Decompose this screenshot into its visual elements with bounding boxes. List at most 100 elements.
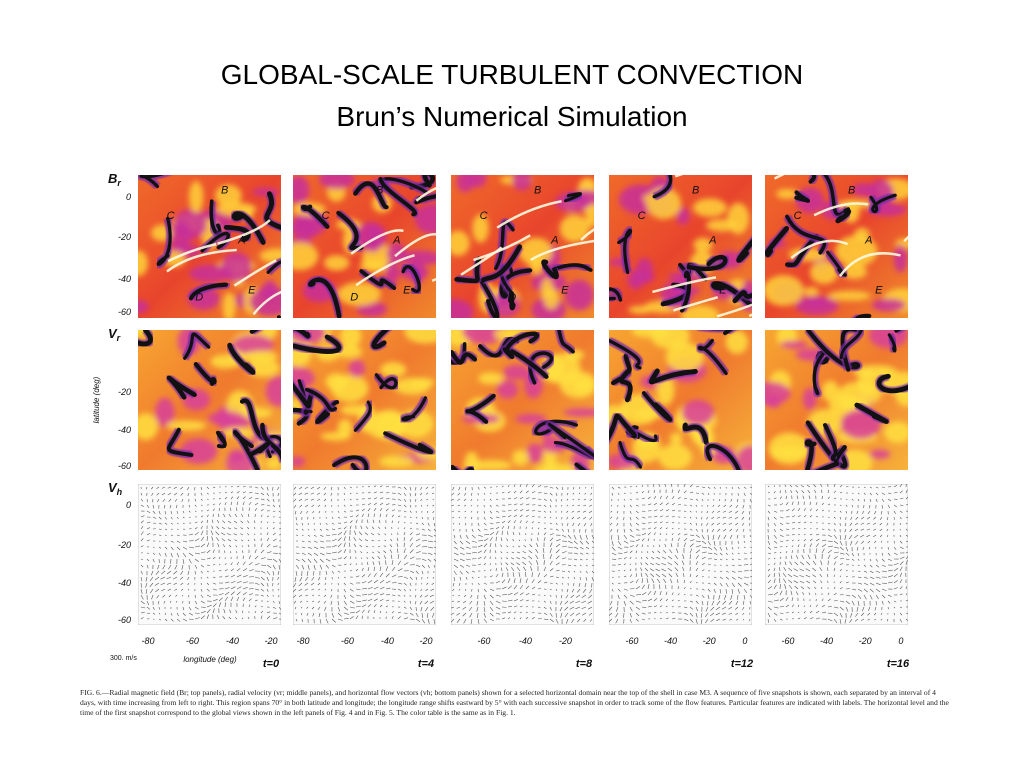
vector: [728, 600, 733, 605]
vector: [241, 617, 244, 620]
vector: [397, 486, 402, 489]
vector: [373, 572, 377, 578]
vector: [325, 618, 329, 624]
vector: [833, 540, 839, 545]
panel: [765, 330, 908, 470]
vector: [611, 558, 617, 561]
vector: [200, 564, 205, 568]
vector: [470, 504, 473, 507]
vector: [797, 508, 801, 512]
blob: [706, 219, 738, 232]
lane: [465, 393, 496, 424]
row-label: Br: [108, 171, 121, 188]
vector: [378, 526, 381, 530]
vector: [856, 510, 859, 515]
vector: [152, 546, 155, 548]
vector: [566, 516, 569, 520]
vector: [224, 491, 228, 494]
vector: [278, 558, 281, 563]
vector: [893, 580, 898, 584]
vector: [803, 605, 805, 608]
vector: [587, 606, 593, 610]
vector: [861, 540, 865, 544]
vector: [779, 605, 785, 608]
vector: [589, 498, 593, 501]
feature-label: E: [403, 284, 411, 296]
lane: [494, 220, 515, 271]
y-tick-label: 0: [126, 500, 131, 510]
vector: [224, 569, 228, 572]
vector: [689, 580, 692, 584]
vector: [254, 605, 257, 608]
blob: [779, 340, 808, 349]
vector: [206, 549, 211, 554]
vector: [724, 498, 727, 502]
vector: [658, 544, 661, 548]
vector: [146, 552, 149, 554]
vector: [803, 611, 806, 614]
vector: [236, 568, 241, 572]
vector: [266, 543, 271, 548]
vector: [561, 545, 567, 548]
vector: [432, 510, 435, 514]
vector: [415, 564, 421, 567]
vector: [662, 550, 667, 554]
vector: [543, 574, 548, 578]
streak: [716, 303, 752, 318]
vector: [717, 504, 721, 508]
vector: [206, 609, 211, 614]
vector: [844, 522, 847, 527]
vector: [349, 556, 352, 560]
feature-label: B: [848, 184, 855, 196]
vector: [385, 594, 390, 596]
vector: [833, 556, 838, 560]
vector: [863, 486, 866, 489]
vector: [731, 486, 734, 489]
vector: [229, 609, 232, 614]
vector: [343, 600, 347, 606]
vector: [537, 510, 541, 512]
vector: [845, 581, 849, 584]
vector: [872, 534, 877, 538]
vector: [241, 539, 244, 542]
vector: [301, 528, 304, 531]
blob: [337, 418, 353, 437]
vector: [767, 574, 771, 578]
slide: GLOBAL-SCALE TURBULENT CONVECTION Brun’s…: [92, 59, 910, 670]
vector: [844, 528, 847, 533]
vector: [272, 498, 275, 503]
y-tick-label: -20: [118, 232, 131, 242]
vector: [489, 504, 492, 508]
vector: [397, 600, 400, 602]
blob: [293, 242, 319, 271]
vector: [641, 600, 647, 602]
vector: [577, 522, 581, 527]
vector: [453, 558, 459, 562]
blob: [293, 216, 317, 240]
vector: [206, 486, 210, 490]
vector: [610, 600, 613, 606]
vector: [854, 528, 859, 532]
vector: [319, 528, 322, 531]
vector: [420, 498, 423, 502]
vector: [513, 520, 517, 524]
vector: [569, 606, 575, 610]
lane: [193, 361, 217, 386]
streak: [355, 254, 415, 287]
vector: [451, 606, 455, 609]
vector: [617, 594, 620, 600]
x-tick-label: -60: [186, 636, 199, 646]
vector: [537, 617, 542, 620]
vector: [403, 527, 406, 530]
vector: [222, 544, 226, 548]
vector: [373, 513, 375, 518]
vector: [704, 612, 709, 618]
vector: [489, 618, 494, 622]
vector: [577, 510, 581, 513]
blob: [330, 374, 369, 403]
streak: [167, 242, 217, 263]
blob: [340, 330, 362, 349]
x-tick-label: -40: [519, 636, 532, 646]
vector: [525, 578, 528, 584]
vector: [860, 528, 865, 531]
